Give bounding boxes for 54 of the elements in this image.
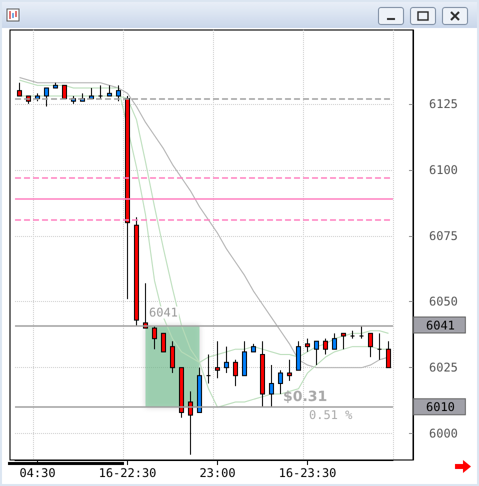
candlestick [62, 84, 67, 100]
candlestick [332, 332, 337, 350]
y-tick-label: 6025 [429, 360, 458, 375]
y-tick-label: 6050 [429, 294, 458, 309]
candlestick [224, 346, 229, 374]
candlestick [197, 367, 202, 414]
candlestick [368, 332, 373, 358]
candlestick [386, 340, 391, 368]
candlestick [260, 340, 265, 408]
candlestick [341, 332, 346, 350]
candlestick [314, 340, 319, 366]
candlestick [305, 338, 310, 352]
candlestick [269, 364, 274, 408]
candlestick [359, 324, 364, 340]
candlestick [134, 216, 139, 326]
ref-line-label: 6041 [426, 318, 455, 332]
candlestick [44, 88, 49, 108]
candlestick [215, 340, 220, 379]
candlestick [251, 343, 256, 352]
x-tick-label: 04:30 [19, 466, 56, 480]
candlestick [242, 340, 247, 376]
y-tick-label: 6075 [429, 228, 458, 243]
candlestick [89, 88, 94, 100]
y-tick-label: 6100 [429, 162, 458, 177]
candlestick [188, 390, 193, 456]
x-tick-label: 16-23:30 [278, 466, 336, 480]
candlestick [179, 367, 184, 418]
candlestick [296, 340, 301, 371]
x-tick-label: 16-22:30 [98, 466, 156, 480]
candlestick [350, 330, 355, 340]
candlestick [143, 282, 148, 329]
candlestick [233, 359, 238, 387]
candlestick [53, 82, 58, 89]
candlestick [377, 332, 382, 360]
candlestick [17, 82, 22, 96]
candlestick [287, 359, 292, 382]
ref-line-label: 6010 [426, 400, 455, 414]
candlestick [35, 92, 40, 102]
candlestick [206, 354, 211, 384]
candlestick [323, 338, 328, 355]
y-tick-label: 6125 [429, 96, 458, 111]
candlestick [125, 95, 130, 300]
y-tick-label: 6000 [429, 426, 458, 441]
candlestick [98, 84, 103, 100]
x-tick-label: 23:00 [199, 466, 236, 480]
candlestick [161, 332, 166, 352]
candlestick [107, 84, 112, 96]
candlestick [278, 370, 283, 395]
annotation: $0.31 [283, 389, 328, 405]
candlestick [152, 324, 157, 350]
annotation: 0.51 % [309, 408, 354, 422]
candlestick [116, 84, 121, 102]
annotation: 6041 [149, 305, 178, 320]
candlestick [170, 340, 175, 374]
